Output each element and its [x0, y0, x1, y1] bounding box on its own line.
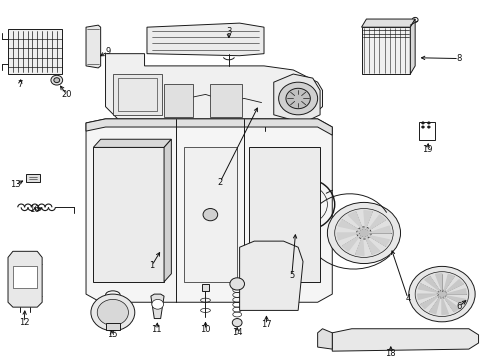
Circle shape	[408, 266, 474, 322]
Polygon shape	[239, 241, 303, 310]
Polygon shape	[445, 280, 462, 292]
Bar	[8, 29, 61, 74]
Text: 20: 20	[61, 90, 72, 99]
Polygon shape	[418, 284, 438, 292]
Bar	[93, 147, 163, 282]
Circle shape	[232, 319, 242, 327]
Polygon shape	[365, 237, 379, 254]
Circle shape	[356, 227, 370, 239]
Circle shape	[278, 82, 317, 115]
Text: 18: 18	[385, 349, 395, 358]
Polygon shape	[347, 212, 362, 229]
Polygon shape	[273, 74, 320, 123]
Circle shape	[414, 272, 468, 316]
Circle shape	[285, 88, 310, 109]
Text: 4: 4	[405, 294, 409, 303]
Circle shape	[91, 294, 135, 331]
Polygon shape	[443, 274, 453, 291]
Circle shape	[152, 300, 163, 309]
Polygon shape	[105, 323, 120, 330]
Polygon shape	[420, 296, 438, 309]
Polygon shape	[259, 90, 271, 115]
Polygon shape	[445, 289, 466, 294]
Polygon shape	[331, 329, 478, 351]
Polygon shape	[336, 233, 358, 240]
Polygon shape	[361, 19, 414, 27]
Polygon shape	[151, 294, 163, 319]
Polygon shape	[435, 274, 441, 291]
Bar	[163, 84, 193, 117]
Text: 9: 9	[105, 47, 110, 56]
Bar	[183, 147, 237, 282]
Polygon shape	[342, 235, 359, 251]
Circle shape	[334, 208, 392, 257]
Bar	[418, 122, 434, 140]
Text: 12: 12	[19, 318, 29, 327]
Polygon shape	[441, 297, 447, 315]
Polygon shape	[367, 235, 388, 246]
Polygon shape	[338, 220, 359, 231]
Polygon shape	[367, 215, 385, 231]
Circle shape	[436, 290, 446, 298]
Text: 14: 14	[231, 328, 242, 337]
Polygon shape	[363, 211, 371, 229]
Polygon shape	[443, 297, 458, 312]
Polygon shape	[86, 119, 331, 302]
Bar	[113, 74, 161, 115]
Polygon shape	[355, 237, 363, 255]
Text: 15: 15	[106, 329, 117, 338]
Text: 10: 10	[200, 325, 210, 334]
Bar	[13, 266, 37, 288]
Text: 5: 5	[288, 271, 294, 280]
Circle shape	[327, 202, 400, 264]
Bar	[201, 284, 209, 291]
Polygon shape	[163, 139, 171, 282]
Bar	[249, 147, 320, 282]
Circle shape	[97, 300, 128, 325]
Bar	[210, 84, 242, 117]
Polygon shape	[429, 297, 439, 314]
Polygon shape	[368, 226, 390, 233]
Circle shape	[203, 208, 217, 221]
Text: 17: 17	[261, 320, 271, 329]
Text: 8: 8	[455, 54, 461, 63]
Polygon shape	[409, 19, 414, 74]
Circle shape	[54, 78, 60, 82]
Text: 7: 7	[18, 80, 23, 89]
Circle shape	[427, 122, 429, 124]
Circle shape	[421, 126, 424, 128]
Bar	[118, 78, 157, 111]
Text: 13: 13	[10, 180, 20, 189]
Bar	[361, 27, 409, 74]
Polygon shape	[8, 251, 42, 307]
Text: 19: 19	[421, 145, 432, 154]
Polygon shape	[86, 25, 101, 68]
Polygon shape	[86, 119, 331, 135]
Text: 6: 6	[455, 302, 461, 311]
Text: 3: 3	[226, 27, 231, 36]
Circle shape	[421, 122, 424, 124]
Circle shape	[51, 75, 62, 85]
Circle shape	[229, 278, 244, 290]
Polygon shape	[424, 276, 439, 291]
Text: 2: 2	[217, 177, 223, 186]
Text: 16: 16	[29, 205, 40, 214]
Polygon shape	[317, 329, 331, 349]
Circle shape	[427, 126, 429, 128]
Polygon shape	[147, 23, 264, 56]
Text: 1: 1	[149, 261, 154, 270]
Polygon shape	[93, 139, 171, 147]
Polygon shape	[417, 294, 437, 300]
Polygon shape	[445, 296, 465, 304]
Polygon shape	[105, 54, 322, 119]
Bar	[26, 174, 40, 182]
Text: 11: 11	[151, 325, 162, 334]
